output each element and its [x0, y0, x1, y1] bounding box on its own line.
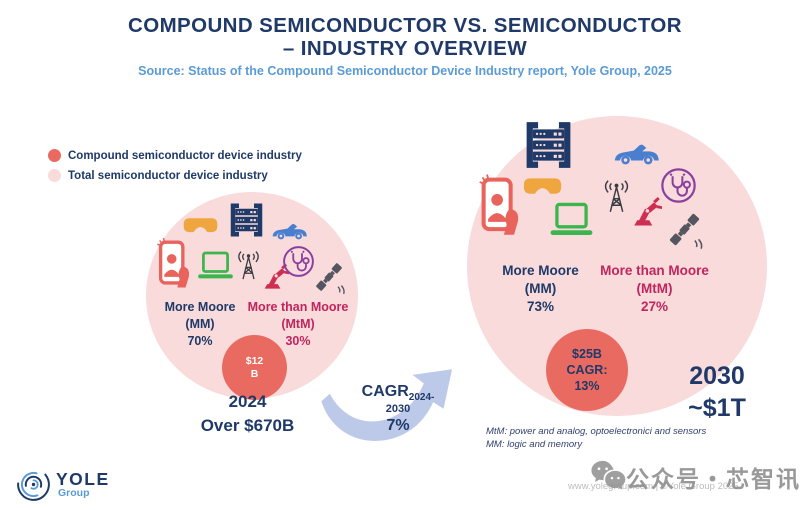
- year-total-2024: 2024 Over $670B: [180, 390, 315, 438]
- segment-abbr: (MM): [185, 317, 215, 331]
- compound-market-bubble-2030: $25B CAGR: 13%: [546, 329, 628, 411]
- segment-abbr: (MtM): [636, 281, 673, 296]
- segment-more-than-moore-2024: More than Moore (MtM) 30%: [238, 299, 358, 350]
- legend-item-compound: Compound semiconductor device industry: [48, 149, 302, 162]
- legend: Compound semiconductor device industry T…: [48, 149, 302, 189]
- footnote-line-1: MtM: power and analog, optoelectronici a…: [486, 426, 707, 437]
- segment-abbr: (MtM): [281, 317, 315, 331]
- car-icon: [272, 220, 307, 241]
- smartphone-user-icon: [156, 236, 193, 291]
- legend-item-total: Total semiconductor device industry: [48, 169, 302, 182]
- wechat-icon: [590, 459, 626, 490]
- segment-abbr: (MM): [524, 281, 557, 296]
- compound-value-unit: B: [250, 367, 259, 380]
- yole-logo-name: YOLE: [56, 469, 110, 489]
- segment-name: More Moore: [502, 263, 579, 278]
- footer-url-copyright: www.yolegroup.com | ©Yole Group 2025: [568, 481, 739, 492]
- yole-logo-sub: Group: [58, 487, 90, 499]
- wechat-watermark-text: 公众号・芯智讯: [626, 467, 801, 493]
- segment-name: More than Moore: [247, 300, 349, 314]
- total-value-label: ~$1T: [688, 394, 746, 422]
- laptop-icon: [196, 251, 235, 280]
- server-rack-icon: [226, 202, 267, 238]
- cagr-value: 7%: [386, 417, 410, 435]
- legend-label: Total semiconductor device industry: [68, 169, 268, 182]
- cagr-label: CAGR: [361, 383, 409, 400]
- legend-dot-total: [48, 169, 61, 182]
- compound-cagr-label: CAGR:: [566, 363, 608, 377]
- segment-more-moore-2024: More Moore (MM) 70%: [150, 299, 250, 350]
- cagr-sub1: 2024-: [408, 392, 435, 404]
- laptop-icon: [548, 202, 595, 237]
- cagr-label-line: CAGR2024-: [338, 383, 458, 403]
- title-line-2: – INDUSTRY OVERVIEW: [282, 37, 528, 60]
- source-line: Source: Status of the Compound Semicondu…: [138, 64, 672, 78]
- total-value-label: Over $670B: [200, 416, 295, 435]
- satellite-icon: [664, 209, 705, 250]
- year-label: 2024: [228, 392, 267, 411]
- compound-value: $12: [245, 354, 264, 367]
- segment-share: 30%: [285, 334, 311, 348]
- smartphone-user-icon: [478, 172, 523, 239]
- yole-logo-icon: [15, 466, 52, 503]
- cagr-sub2: 2030: [385, 403, 411, 416]
- vr-goggles-icon: [183, 216, 218, 235]
- segment-share: 70%: [187, 334, 213, 348]
- compound-market-bubble-2024: $12 B: [222, 335, 287, 400]
- legend-dot-compound: [48, 149, 61, 162]
- footnote: MtM: power and analog, optoelectronici a…: [486, 426, 706, 451]
- server-rack-icon: [520, 120, 577, 170]
- title-line-1: COMPOUND SEMICONDUCTOR VS. SEMICONDUCTOR: [128, 14, 682, 37]
- car-icon: [614, 139, 659, 167]
- year-total-2030: 2030 ~$1T: [652, 360, 782, 424]
- segment-share: 27%: [640, 299, 669, 314]
- legend-label: Compound semiconductor device industry: [68, 149, 302, 162]
- segment-more-than-moore-2030: More than Moore (MtM) 27%: [592, 262, 717, 316]
- vr-goggles-icon: [523, 176, 562, 197]
- compound-cagr-value: 13%: [574, 379, 600, 393]
- footnote-line-2: MM: logic and memory: [486, 438, 583, 450]
- robot-arm-icon: [629, 193, 662, 228]
- page-title: COMPOUND SEMICONDUCTOR VS. SEMICONDUCTOR…: [0, 14, 810, 60]
- stethoscope-icon: [660, 167, 697, 204]
- segment-more-moore-2030: More Moore (MM) 73%: [488, 262, 593, 316]
- segment-name: More than Moore: [600, 263, 709, 278]
- cagr-annotation: CAGR2024- 2030 7%: [338, 383, 458, 436]
- segment-name: More Moore: [164, 300, 236, 314]
- compound-value: $25B: [572, 347, 602, 361]
- segment-share: 73%: [526, 299, 555, 314]
- satellite-icon: [311, 259, 347, 295]
- year-label: 2030: [689, 362, 745, 390]
